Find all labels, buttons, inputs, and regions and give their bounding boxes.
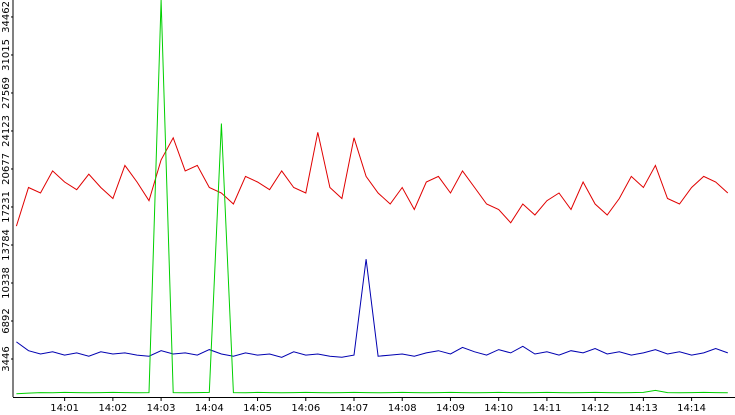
x-tick-label: 14:07: [340, 403, 369, 414]
x-tick-label: 14:05: [243, 403, 272, 414]
y-tick-label: 20677: [1, 153, 12, 185]
x-tick-label: 14:12: [581, 403, 610, 414]
x-tick-label: 14:13: [629, 403, 658, 414]
x-tick-label: 14:01: [50, 403, 79, 414]
x-tick-label: 14:06: [291, 403, 320, 414]
x-tick-label: 14:10: [484, 403, 513, 414]
series-line: [16, 0, 728, 395]
y-tick-label: 24123: [1, 115, 12, 147]
y-tick-label: 3446: [1, 346, 12, 371]
y-tick-label: 10338: [1, 267, 12, 299]
series-line: [15, 132, 729, 227]
y-tick-label: 27569: [1, 77, 12, 109]
x-tick-label: 14:02: [98, 403, 127, 414]
y-tick-label: 31015: [1, 39, 12, 71]
x-tick-label: 14:08: [388, 403, 417, 414]
x-tick-label: 14:14: [677, 403, 706, 414]
y-tick-label: 6892: [1, 308, 12, 333]
plot-area: [15, 0, 729, 395]
series-line: [16, 259, 728, 358]
x-tick-label: 14:04: [195, 403, 224, 414]
y-tick-label: 34462: [1, 1, 12, 33]
x-tick-label: 14:11: [532, 403, 561, 414]
y-tick-label: 17231: [1, 191, 12, 223]
x-tick-label: 14:03: [147, 403, 176, 414]
x-tick-label: 14:09: [436, 403, 465, 414]
y-tick-label: 13784: [1, 229, 12, 261]
